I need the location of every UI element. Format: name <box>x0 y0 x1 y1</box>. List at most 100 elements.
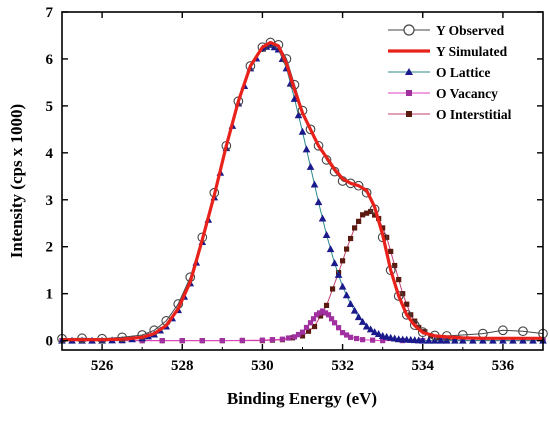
legend: Y Observed Y Simulated O Lattice O Vacancy O… <box>388 23 512 122</box>
square-point <box>348 235 354 242</box>
observed-point <box>361 187 372 198</box>
square-point <box>348 334 354 340</box>
square-point <box>325 312 332 318</box>
square-point <box>295 331 302 338</box>
observed-point <box>498 325 508 336</box>
square-point <box>279 336 286 342</box>
plot-background <box>62 12 543 350</box>
lattice-point <box>398 335 407 343</box>
y-tick-label: 6 <box>46 52 54 68</box>
series-y-simulated <box>62 40 543 342</box>
square-point <box>322 310 329 316</box>
lattice-point <box>294 111 303 119</box>
square-point <box>219 338 225 344</box>
legend-marker <box>403 24 415 36</box>
lattice-point <box>326 245 335 253</box>
x-tick-label: 526 <box>91 358 114 374</box>
observed-point <box>518 326 528 337</box>
x-axis-title: Binding Energy (eV) <box>227 389 377 408</box>
y-tick-label: 1 <box>46 287 54 303</box>
lattice-point <box>406 335 415 343</box>
square-point <box>380 338 386 344</box>
square-point <box>343 246 350 252</box>
x-tick-label: 528 <box>171 358 194 374</box>
square-point <box>179 338 185 344</box>
square-point <box>316 310 323 316</box>
lattice-point <box>489 336 497 344</box>
square-point <box>370 337 376 343</box>
legend-entry: O Interstitial <box>388 107 512 122</box>
legend-marker <box>405 68 413 75</box>
lattice-point <box>354 313 363 321</box>
square-point <box>285 335 292 341</box>
square-point <box>392 262 398 269</box>
lattice-point <box>306 162 315 170</box>
x-tick-label: 532 <box>331 358 354 374</box>
x-tick-label: 530 <box>251 358 274 374</box>
tick-layer: 526 528 530 532 534 536 0 1 2 3 4 5 6 7 <box>46 5 544 374</box>
legend-label: O Vacancy <box>436 86 498 101</box>
square-point <box>159 338 165 344</box>
lattice-point <box>290 94 299 102</box>
square-point <box>352 225 358 231</box>
square-point <box>360 337 366 343</box>
square-point <box>239 337 245 343</box>
square-point <box>388 248 394 255</box>
lattice-point <box>390 334 399 342</box>
lattice-point <box>338 282 347 290</box>
y-tick-label: 2 <box>46 240 54 256</box>
lattice-point <box>362 322 371 330</box>
square-point <box>354 335 360 342</box>
square-point <box>360 212 366 218</box>
lattice-point <box>342 291 351 299</box>
square-point <box>291 334 298 340</box>
lattice-point <box>436 336 445 344</box>
lattice-point <box>469 336 477 344</box>
lattice-point <box>350 306 359 314</box>
series-line <box>62 40 543 342</box>
square-point <box>305 328 312 334</box>
observed-point <box>257 42 268 53</box>
legend-entry: Y Simulated <box>388 44 508 59</box>
legend-marker <box>406 90 412 96</box>
lattice-point <box>382 332 391 340</box>
square-point <box>199 338 205 344</box>
x-tick-label: 536 <box>492 358 515 374</box>
lattice-point <box>322 230 331 238</box>
x-tick-label: 534 <box>412 358 435 374</box>
legend-entry: O Vacancy <box>388 86 498 101</box>
lattice-point <box>451 336 459 344</box>
lattice-point <box>310 180 319 188</box>
square-point <box>331 320 338 326</box>
legend-label: Y Simulated <box>436 44 508 59</box>
square-point <box>339 258 346 264</box>
lattice-point <box>519 336 527 344</box>
legend-label: O Lattice <box>436 65 490 80</box>
observed-point <box>305 124 316 135</box>
y-axis-title: Intensity (cps x 1000) <box>7 104 26 258</box>
y-tick-label: 5 <box>46 99 54 115</box>
legend-label: O Interstitial <box>436 107 512 122</box>
lattice-point <box>424 336 433 344</box>
square-point <box>404 301 410 307</box>
lattice-point <box>298 127 307 135</box>
square-point <box>356 218 362 224</box>
lattice-point <box>366 325 375 333</box>
square-point <box>364 210 370 216</box>
y-tick-label: 0 <box>46 334 54 350</box>
lattice-point <box>358 317 367 325</box>
square-point <box>380 225 386 231</box>
lattice-point <box>370 328 379 336</box>
lattice-point <box>334 270 343 278</box>
lattice-point <box>346 299 355 307</box>
square-point <box>396 276 402 283</box>
lattice-point <box>499 336 507 344</box>
legend-entry: O Lattice <box>388 65 490 80</box>
legend-label: Y Observed <box>436 23 505 38</box>
y-tick-label: 7 <box>46 5 54 21</box>
lattice-point <box>318 214 327 222</box>
square-point <box>372 212 378 218</box>
observed-point <box>313 140 324 151</box>
